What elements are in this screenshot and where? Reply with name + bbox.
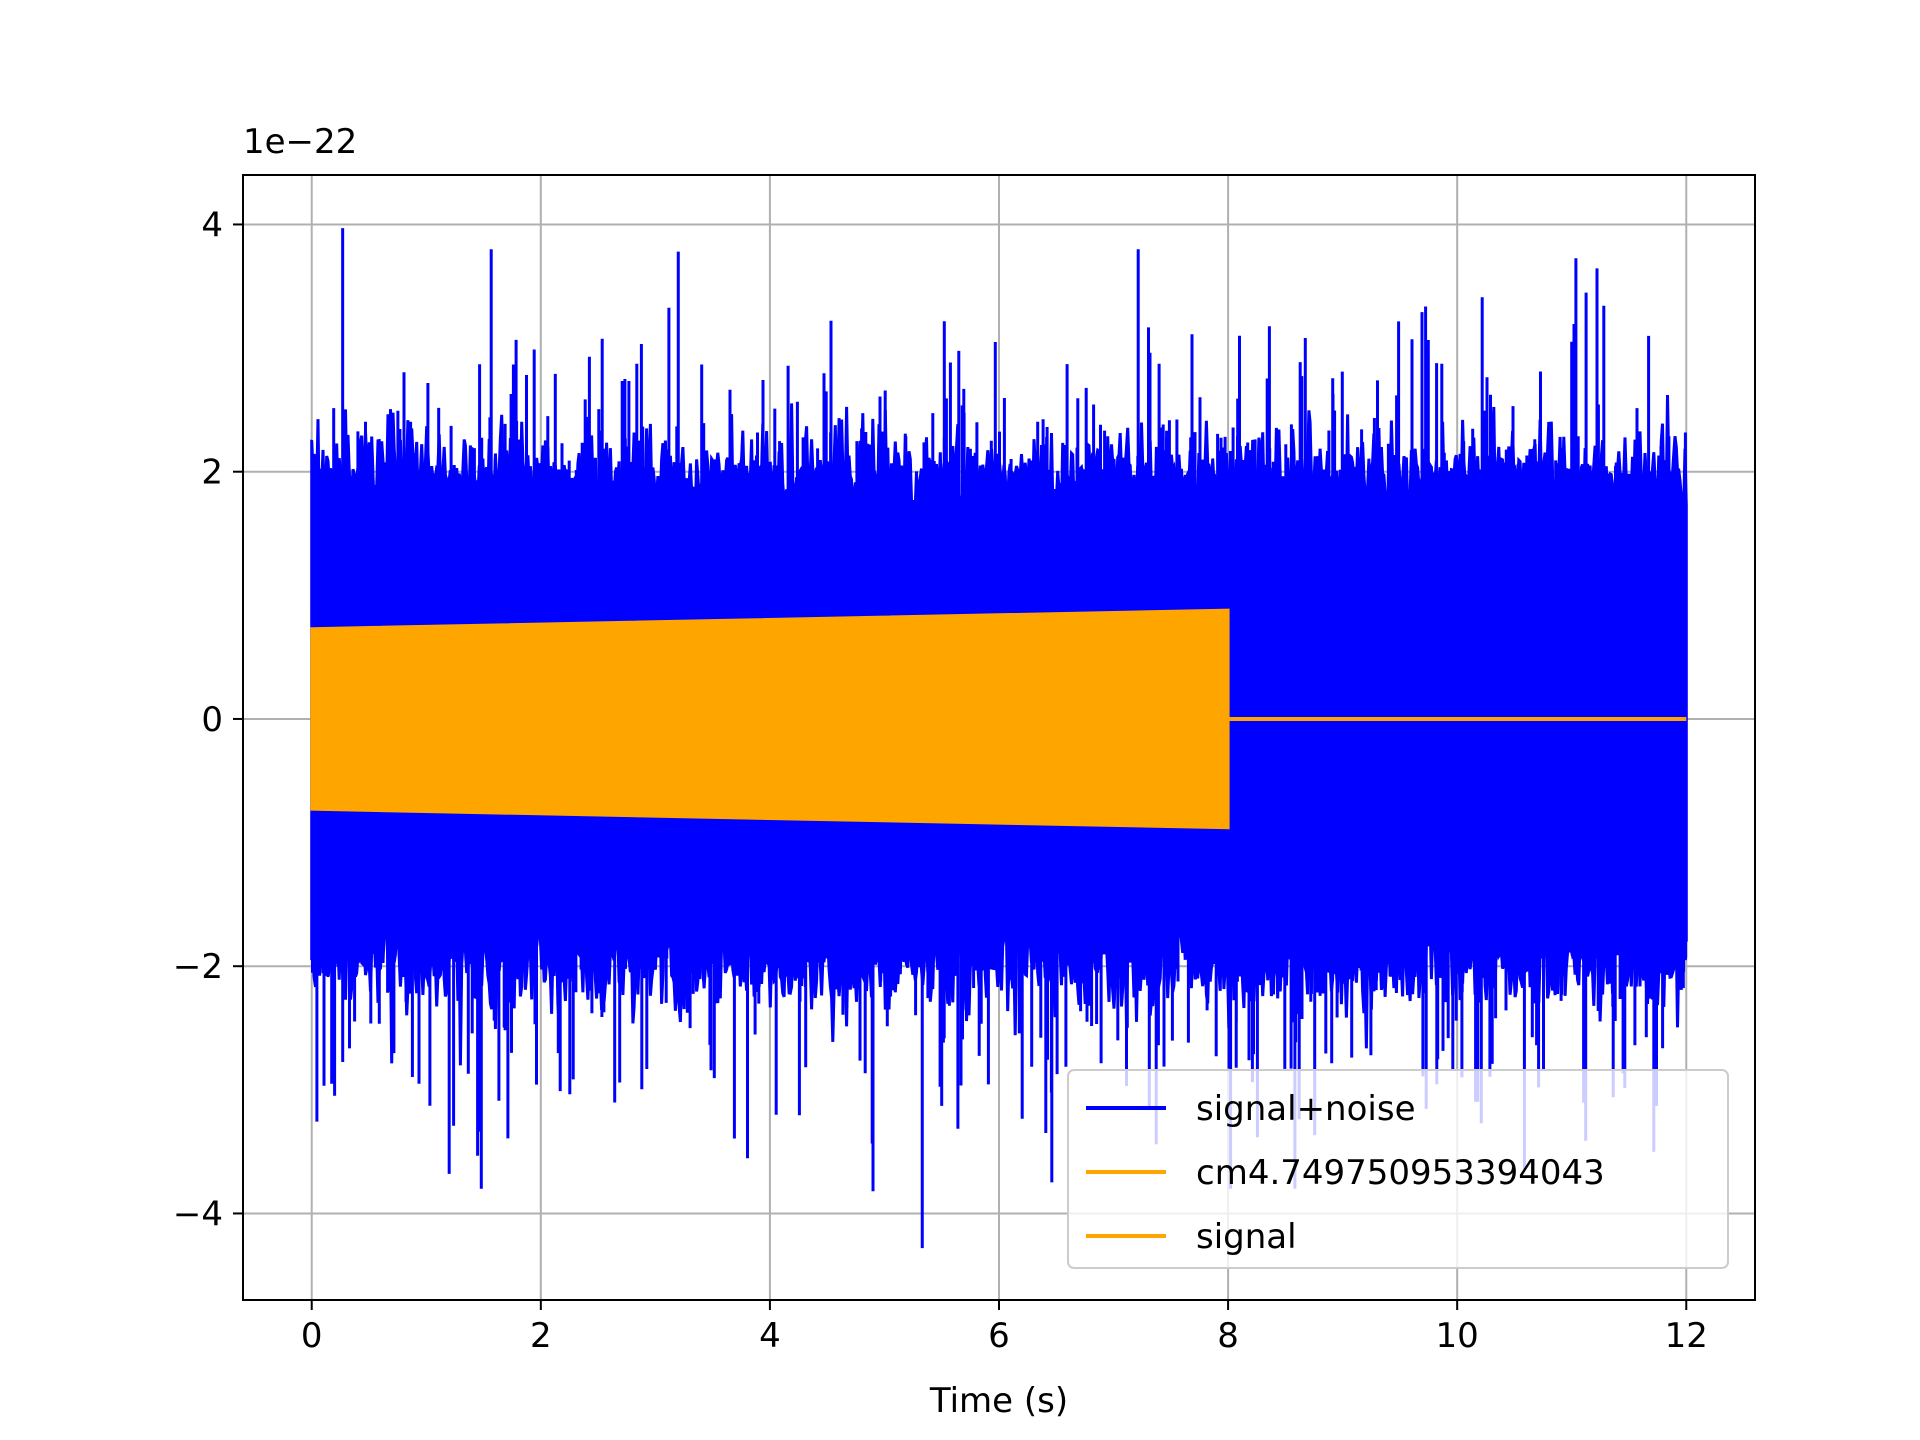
legend-box — [1067, 1069, 1729, 1269]
legend-label-1: cm4.749750953394043 — [1196, 1153, 1605, 1193]
legend-label-2: signal — [1196, 1217, 1297, 1257]
y-tick-label-2: 0 — [201, 700, 223, 740]
series-layer — [310, 228, 1688, 1249]
x-axis-label: Time (s) — [929, 1381, 1068, 1421]
x-tick-label-4: 8 — [1217, 1316, 1239, 1356]
y-tick-label-1: −2 — [173, 947, 223, 987]
legend: signal+noise cm4.749750953394043 signal — [1067, 1069, 1729, 1269]
x-tick-label-3: 6 — [988, 1316, 1010, 1356]
signal-noise-spikes — [311, 228, 1688, 1249]
ticks: 0 2 4 6 8 10 12 −4 −2 0 2 4 — [173, 205, 1708, 1356]
cm-signal-band — [310, 608, 1230, 830]
y-tick-label-4: 4 — [201, 205, 223, 245]
x-tick-label-1: 2 — [530, 1316, 552, 1356]
legend-label-0: signal+noise — [1196, 1089, 1416, 1129]
x-tick-label-2: 4 — [759, 1316, 781, 1356]
x-tick-label-5: 10 — [1436, 1316, 1479, 1356]
y-tick-label-0: −4 — [173, 1194, 223, 1234]
x-tick-label-0: 0 — [301, 1316, 323, 1356]
x-tick-label-6: 12 — [1665, 1316, 1708, 1356]
y-tick-label-3: 2 — [201, 453, 223, 493]
offset-label: 1e−22 — [243, 122, 357, 162]
